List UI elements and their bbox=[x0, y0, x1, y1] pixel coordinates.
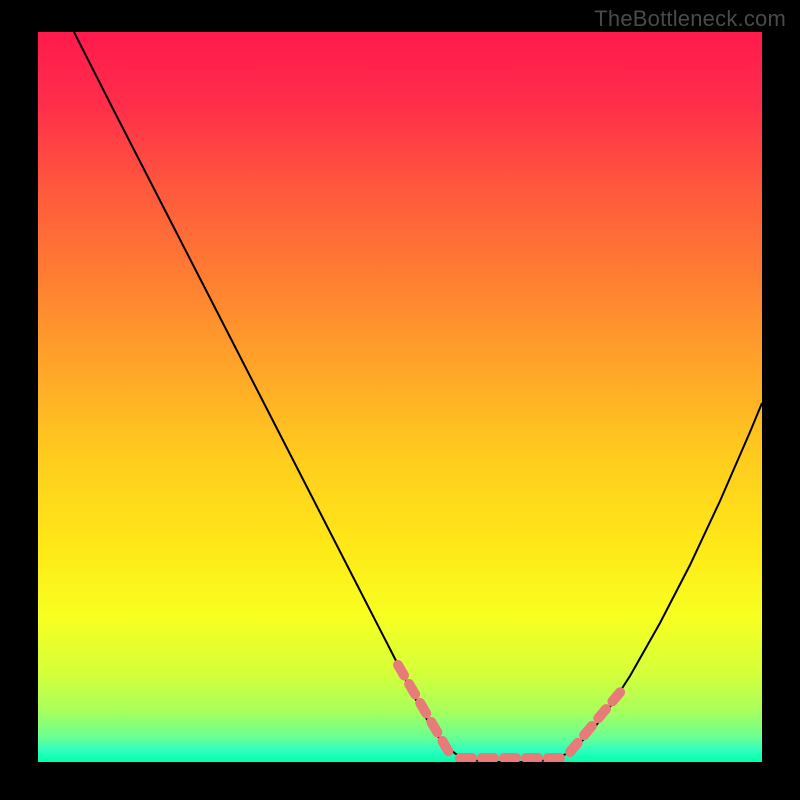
chart-container: TheBottleneck.com bbox=[0, 0, 800, 800]
bottleneck-chart bbox=[0, 0, 800, 800]
watermark-label: TheBottleneck.com bbox=[594, 6, 786, 32]
gradient-background bbox=[38, 32, 762, 762]
